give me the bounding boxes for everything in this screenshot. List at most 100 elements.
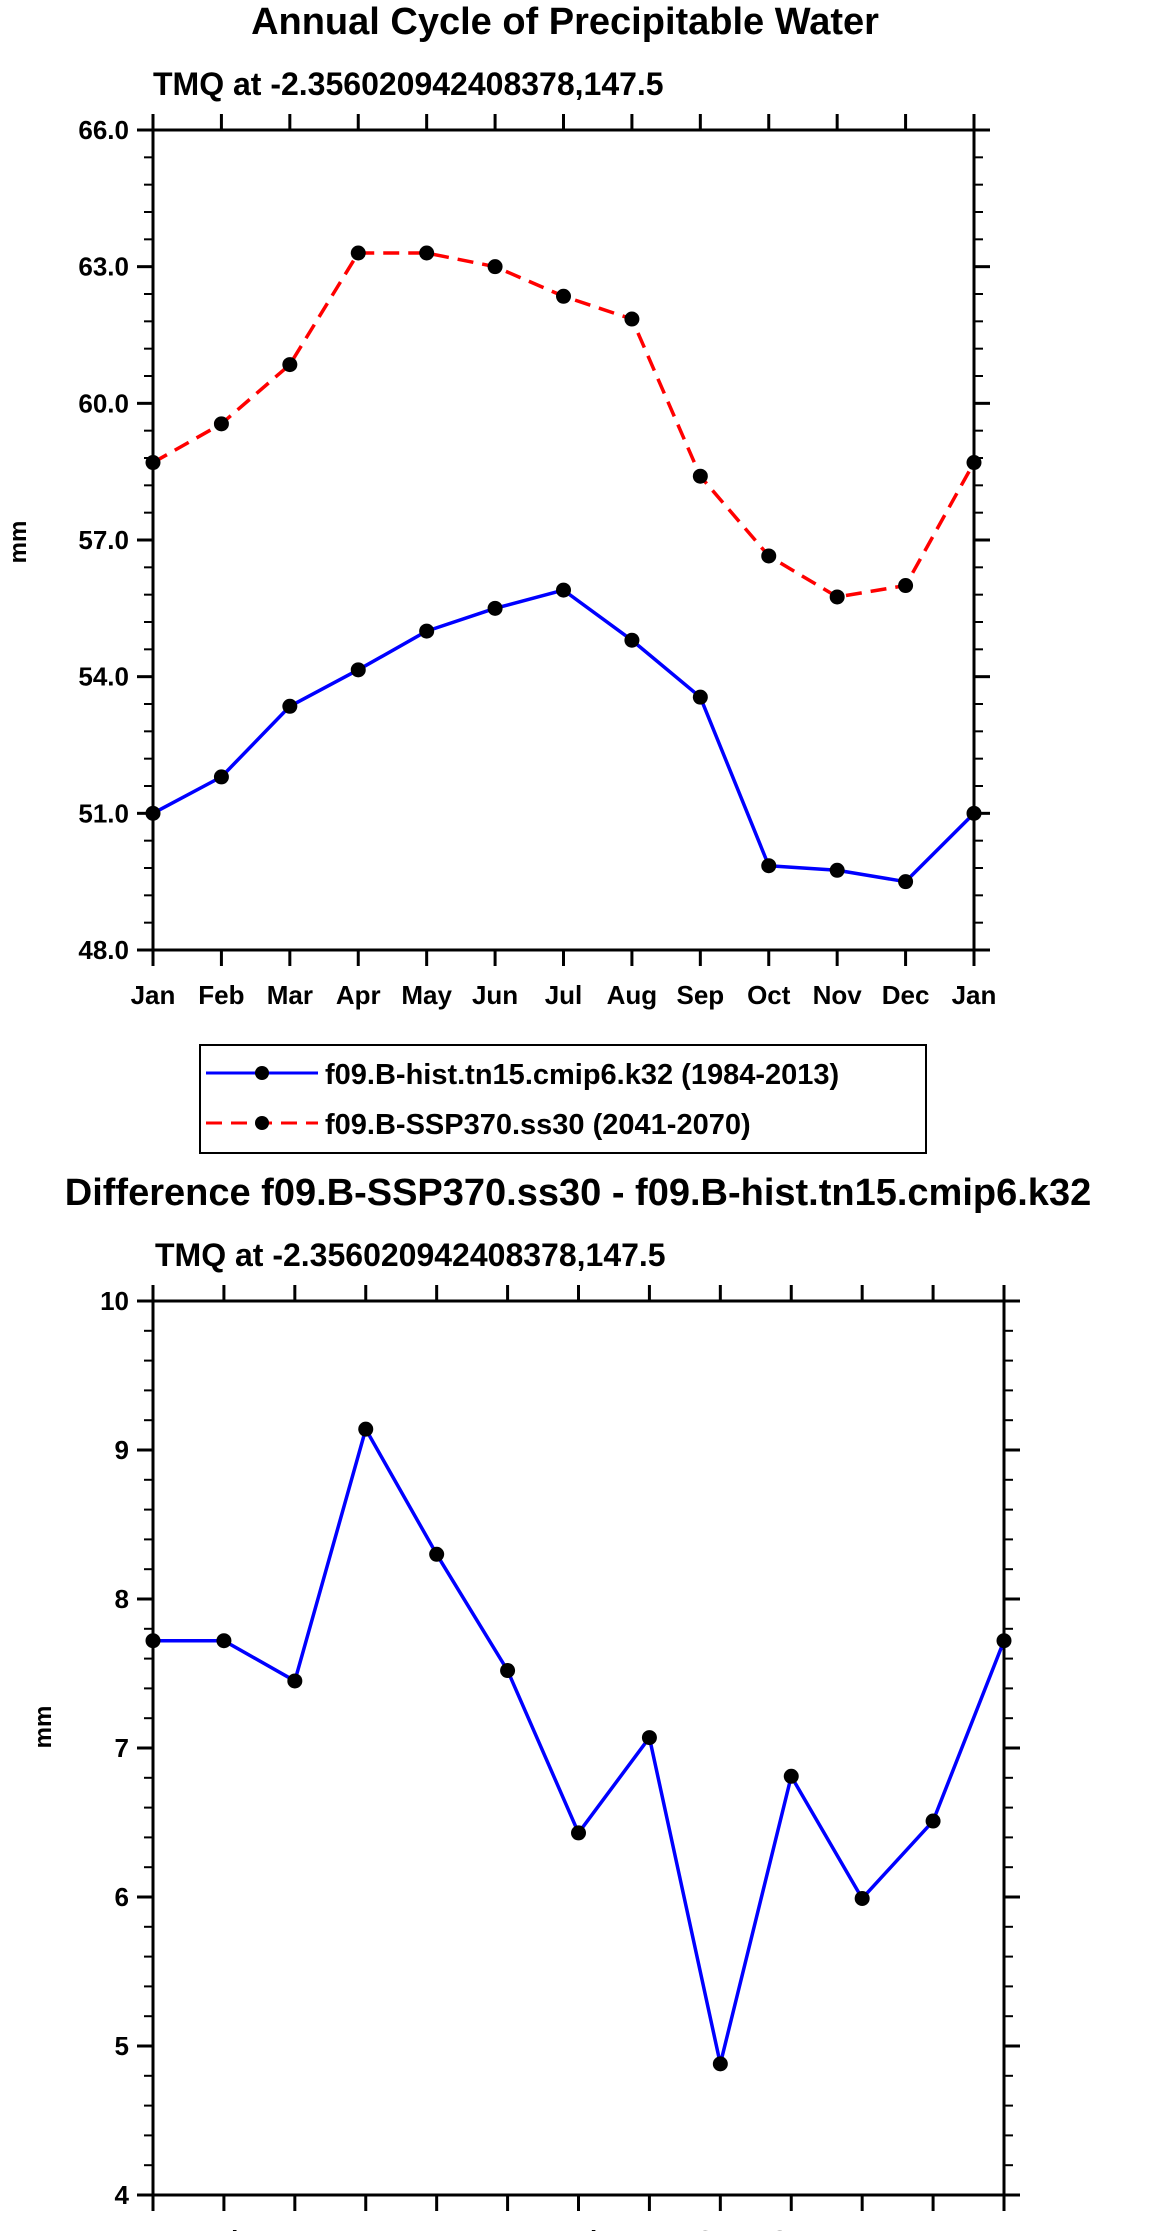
data-point-apr: [350, 245, 366, 261]
data-point-jan: [966, 805, 982, 821]
y-tick-label: 48.0: [78, 935, 129, 965]
x-tick-label-may: May: [401, 980, 452, 1010]
x-tick-label-sep: Sep: [696, 2225, 744, 2231]
legend-marker-ssp370: [255, 1116, 269, 1130]
x-tick-label-dec: Dec: [909, 2225, 957, 2231]
legend-marker-hist: [255, 1066, 269, 1080]
chart-subtitle: TMQ at -2.356020942408378,147.5: [155, 1237, 666, 1273]
y-tick-label: 63.0: [78, 252, 129, 282]
y-tick-label: 5: [115, 2031, 129, 2061]
legend-box: [199, 1044, 927, 1154]
difference-panel: Difference f09.B-SSP370.ss30 - f09.B-his…: [30, 1172, 1091, 2231]
data-point-sep: [692, 468, 708, 484]
data-point-may: [419, 245, 435, 261]
x-tick-label-apr: Apr: [343, 2225, 388, 2231]
y-tick-label: 6: [115, 1882, 129, 1912]
data-point-aug: [624, 632, 640, 648]
x-tick-label-oct: Oct: [770, 2225, 814, 2231]
data-point-sep: [692, 689, 708, 705]
data-point-oct: [761, 548, 777, 564]
y-tick-label: 4: [115, 2180, 130, 2210]
legend-label-hist: f09.B-hist.tn15.cmip6.k32 (1984-2013): [325, 1059, 839, 1091]
data-point-mar: [282, 698, 298, 714]
x-tick-label-apr: Apr: [336, 980, 381, 1010]
data-point-oct: [761, 858, 777, 874]
chart-subtitle: TMQ at -2.356020942408378,147.5: [153, 66, 664, 102]
x-tick-label-nov: Nov: [813, 980, 863, 1010]
plot-frame: [151, 1299, 1006, 2197]
data-point-aug: [624, 311, 640, 327]
plot-frame: [151, 128, 976, 952]
y-tick-label: 60.0: [78, 388, 129, 418]
data-point-jan: [145, 455, 161, 471]
plot-area: [145, 245, 982, 890]
chart-title: Annual Cycle of Precipitable Water: [251, 1, 879, 43]
x-tick-label-jan: Jan: [952, 980, 997, 1010]
series-line-f09-b-ssp370-ss30-2041-2070: [152, 251, 976, 599]
x-tick-label-jul: Jul: [560, 2225, 598, 2231]
data-point-jan: [966, 455, 982, 471]
data-point-feb: [213, 769, 229, 785]
annual-cycle-panel: Annual Cycle of Precipitable Water TMQ a…: [5, 1, 996, 1154]
data-point-dec: [925, 1813, 941, 1829]
y-tick-label: 54.0: [78, 662, 129, 692]
data-point-mar: [282, 357, 298, 373]
data-point-jan: [145, 805, 161, 821]
data-point-nov: [854, 1890, 870, 1906]
x-tick-label-jan: Jan: [131, 980, 176, 1010]
data-point-jul: [556, 582, 571, 598]
plot-area: [145, 1421, 1012, 2072]
data-point-mar: [287, 1673, 303, 1689]
data-point-apr: [350, 662, 366, 678]
x-tick-label-nov: Nov: [838, 2225, 888, 2231]
y-tick-label: 9: [115, 1435, 129, 1465]
x-tick-label-jul: Jul: [545, 980, 583, 1010]
x-tick-label-dec: Dec: [882, 980, 930, 1010]
x-tick-label-jun: Jun: [484, 2225, 530, 2231]
x-tick-label-aug: Aug: [607, 980, 658, 1010]
x-tick-label-jan: Jan: [131, 2225, 176, 2231]
data-point-dec: [898, 874, 914, 890]
x-tick-label-jan: Jan: [982, 2225, 1027, 2231]
data-point-nov: [829, 862, 845, 878]
y-axis-label: mm: [5, 521, 32, 564]
legend: f09.B-hist.tn15.cmip6.k32 (1984-2013) f0…: [199, 1044, 927, 1154]
data-point-jan: [996, 1633, 1012, 1649]
x-tick-label-feb: Feb: [198, 980, 244, 1010]
data-point-oct: [783, 1768, 799, 1784]
data-point-jun: [487, 259, 503, 275]
chart-title: Difference f09.B-SSP370.ss30 - f09.B-his…: [65, 1172, 1091, 1214]
y-tick-label: 10: [100, 1286, 129, 1316]
y-tick-label: 66.0: [78, 115, 129, 145]
x-tick-label-feb: Feb: [201, 2225, 247, 2231]
axes: 48.0 51.0 54.0 57.0 60.0 63.0 66.0 Jan Feb Mar Apr…: [78, 114, 996, 1010]
x-tick-label-mar: Mar: [267, 980, 313, 1010]
data-point-may: [429, 1546, 445, 1562]
data-point-jul: [556, 288, 571, 304]
data-point-jun: [487, 600, 503, 616]
data-point-feb: [216, 1633, 232, 1649]
data-point-jul: [571, 1825, 586, 1841]
data-point-jan: [145, 1633, 161, 1649]
data-point-feb: [213, 416, 229, 432]
y-axis-label: mm: [30, 1706, 57, 1749]
data-point-may: [419, 623, 435, 639]
y-tick-label: 51.0: [78, 798, 129, 828]
x-tick-label-oct: Oct: [747, 980, 791, 1010]
x-tick-label-aug: Aug: [624, 2225, 675, 2231]
data-point-apr: [358, 1421, 374, 1437]
series-line-difference: [153, 1427, 1006, 2066]
legend-label-ssp370: f09.B-SSP370.ss30 (2041-2070): [325, 1109, 751, 1141]
x-tick-label-mar: Mar: [272, 2225, 318, 2231]
data-point-dec: [898, 578, 914, 594]
y-tick-label: 57.0: [78, 525, 129, 555]
data-point-nov: [829, 589, 845, 605]
y-tick-label: 8: [115, 1584, 129, 1614]
x-tick-label-sep: Sep: [676, 980, 724, 1010]
data-point-sep: [712, 2056, 728, 2072]
x-tick-label-may: May: [411, 2225, 462, 2231]
axes: 4 5 6 7 8 9 10 Jan Feb Mar Apr May Jun Jul Aug Sep Oct No…: [100, 1285, 1026, 2231]
data-point-aug: [641, 1730, 657, 1746]
x-tick-label-jun: Jun: [472, 980, 518, 1010]
